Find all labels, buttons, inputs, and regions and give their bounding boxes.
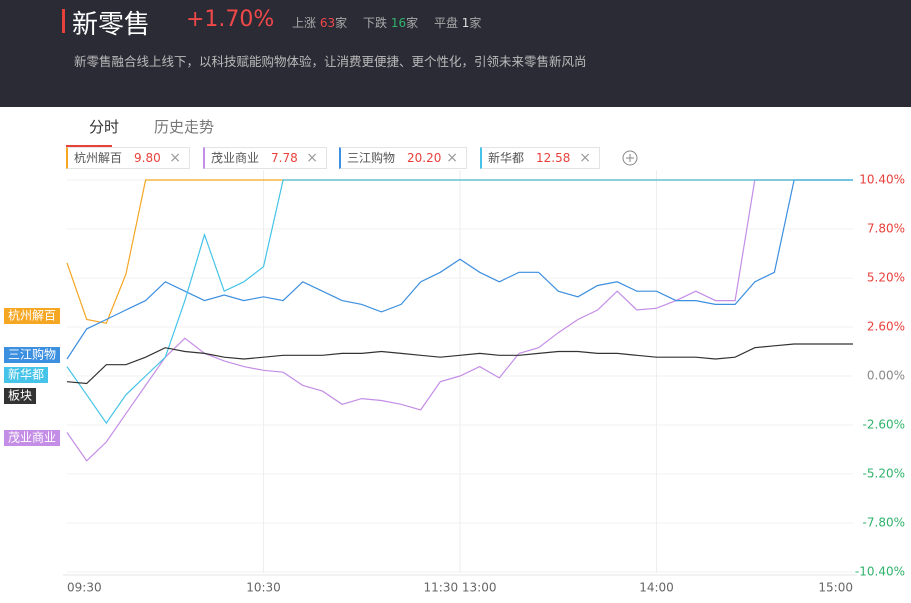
y-tick-label: 5.20% <box>867 271 905 285</box>
stat: 上涨 63家 <box>292 16 347 30</box>
legend-swatch <box>4 388 37 404</box>
add-icon <box>626 154 634 162</box>
series-line <box>66 343 853 385</box>
legend-item: 杭州解百 <box>4 308 61 324</box>
legend-label: 新华都 <box>8 367 44 382</box>
series-line <box>66 179 853 462</box>
chip-price: 9.80 <box>134 151 161 165</box>
legend-swatch <box>4 347 61 363</box>
x-tick-label: 11:30 13:00 <box>424 581 497 595</box>
chip-price: 12.58 <box>536 151 571 165</box>
compare-chip[interactable]: 茂业商业 7.78 × <box>203 147 327 169</box>
legend-item: 板块 <box>4 388 37 404</box>
y-tick-label: 2.60% <box>867 320 905 334</box>
y-tick-label: 10.40% <box>859 173 905 187</box>
y-tick-label: -7.80% <box>863 516 905 530</box>
chip-price: 7.78 <box>271 151 298 165</box>
change: +1.70% <box>186 7 275 32</box>
chip-name: 新华都 <box>488 151 525 165</box>
x-tick-label: 15:00 <box>818 581 853 595</box>
chip-name: 三江购物 <box>347 151 396 165</box>
legend-label: 杭州解百 <box>8 308 56 323</box>
stats: 上涨 63家 下跌 16家 平盘 1家 <box>292 14 493 31</box>
tab[interactable]: 历史走势 <box>154 118 215 136</box>
accent-bar <box>62 9 65 33</box>
chip-price: 20.20 <box>407 151 442 165</box>
description: 新零售融合线上线下，以科技赋能购物体验，让消费更便捷、更个性化，引领未来零售新风… <box>74 54 587 69</box>
x-tick-label: 09:30 <box>67 581 102 595</box>
x-tick-label: 10:30 <box>246 581 281 595</box>
y-tick-label: -2.60% <box>863 418 905 432</box>
stat-label: 平盘 <box>433 16 458 30</box>
tab[interactable]: 分时 <box>89 118 120 136</box>
legend-item: 新华都 <box>4 367 49 383</box>
legend-label: 三江购物 <box>8 347 56 362</box>
tab-indicator <box>66 145 112 147</box>
stat-label: 上涨 <box>292 16 317 30</box>
header: 新零售 +1.70% 上涨 63家 下跌 16家 平盘 1家 新零售融合线上线下… <box>0 0 911 107</box>
chip-name: 茂业商业 <box>211 151 260 165</box>
legend-item: 三江购物 <box>4 347 61 363</box>
y-tick-label: -5.20% <box>863 467 905 481</box>
chip-name: 杭州解百 <box>74 151 123 165</box>
legend-label: 板块 <box>8 389 32 403</box>
chip-close[interactable]: × <box>169 150 181 166</box>
compare-chip[interactable]: 三江购物 20.20 × <box>339 147 467 169</box>
legend-item: 茂业商业 <box>4 430 61 446</box>
legend-swatch <box>4 308 61 324</box>
compare-chip[interactable]: 新华都 12.58 × <box>480 147 600 169</box>
legend-swatch <box>4 430 61 446</box>
series-line <box>66 179 853 425</box>
stat: 下跌 16家 <box>363 16 418 30</box>
stat-unit: 家 <box>406 16 419 30</box>
stat-unit: 家 <box>469 16 482 30</box>
y-tick-label: 7.80% <box>867 222 905 236</box>
stat-count: 63 <box>319 16 336 30</box>
compare-chip[interactable]: 杭州解百 9.80 × <box>66 147 190 169</box>
stat-count: 16 <box>390 16 407 30</box>
chip-close[interactable]: × <box>446 150 458 166</box>
stat-unit: 家 <box>335 16 348 30</box>
stat-label: 下跌 <box>362 16 387 30</box>
stat-count: 1 <box>461 16 470 30</box>
title: 新零售 <box>72 10 151 40</box>
x-tick-label: 14:00 <box>639 581 674 595</box>
y-tick-label: 0.00% <box>867 369 905 383</box>
chip-close[interactable]: × <box>579 150 591 166</box>
stat: 平盘 1家 <box>434 16 482 30</box>
chip-close[interactable]: × <box>306 150 318 166</box>
legend-swatch <box>4 367 49 383</box>
legend-label: 茂业商业 <box>8 430 56 445</box>
y-tick-label: -10.40% <box>855 565 905 579</box>
series-line <box>66 179 853 360</box>
add-button[interactable] <box>622 150 638 166</box>
